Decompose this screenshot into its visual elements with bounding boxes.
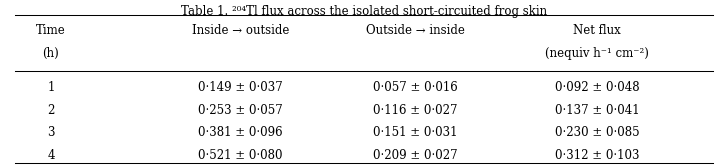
Text: 2: 2: [47, 103, 55, 117]
Text: 0·253 ± 0·057: 0·253 ± 0·057: [198, 103, 282, 117]
Text: 0·381 ± 0·096: 0·381 ± 0·096: [198, 126, 282, 139]
Text: 0·312 ± 0·103: 0·312 ± 0·103: [555, 149, 639, 162]
Text: 0·057 ± 0·016: 0·057 ± 0·016: [373, 81, 457, 94]
Text: 0·209 ± 0·027: 0·209 ± 0·027: [373, 149, 457, 162]
Text: 0·092 ± 0·048: 0·092 ± 0·048: [555, 81, 639, 94]
Text: 1: 1: [47, 81, 55, 94]
Text: Time: Time: [36, 24, 66, 37]
Text: 0·151 ± 0·031: 0·151 ± 0·031: [373, 126, 457, 139]
Text: (nequiv h⁻¹ cm⁻²): (nequiv h⁻¹ cm⁻²): [545, 47, 649, 60]
Text: 0·137 ± 0·041: 0·137 ± 0·041: [555, 103, 639, 117]
Text: 0·230 ± 0·085: 0·230 ± 0·085: [555, 126, 639, 139]
Text: Table 1. ²⁰⁴Tl flux across the isolated short-circuited frog skin: Table 1. ²⁰⁴Tl flux across the isolated …: [181, 5, 547, 18]
Text: Inside → outside: Inside → outside: [191, 24, 289, 37]
Text: 3: 3: [47, 126, 55, 139]
Text: (h): (h): [42, 47, 60, 60]
Text: Net flux: Net flux: [573, 24, 621, 37]
Text: 0·521 ± 0·080: 0·521 ± 0·080: [198, 149, 282, 162]
Text: 0·116 ± 0·027: 0·116 ± 0·027: [373, 103, 457, 117]
Text: Outside → inside: Outside → inside: [365, 24, 464, 37]
Text: 4: 4: [47, 149, 55, 162]
Text: 0·149 ± 0·037: 0·149 ± 0·037: [198, 81, 282, 94]
